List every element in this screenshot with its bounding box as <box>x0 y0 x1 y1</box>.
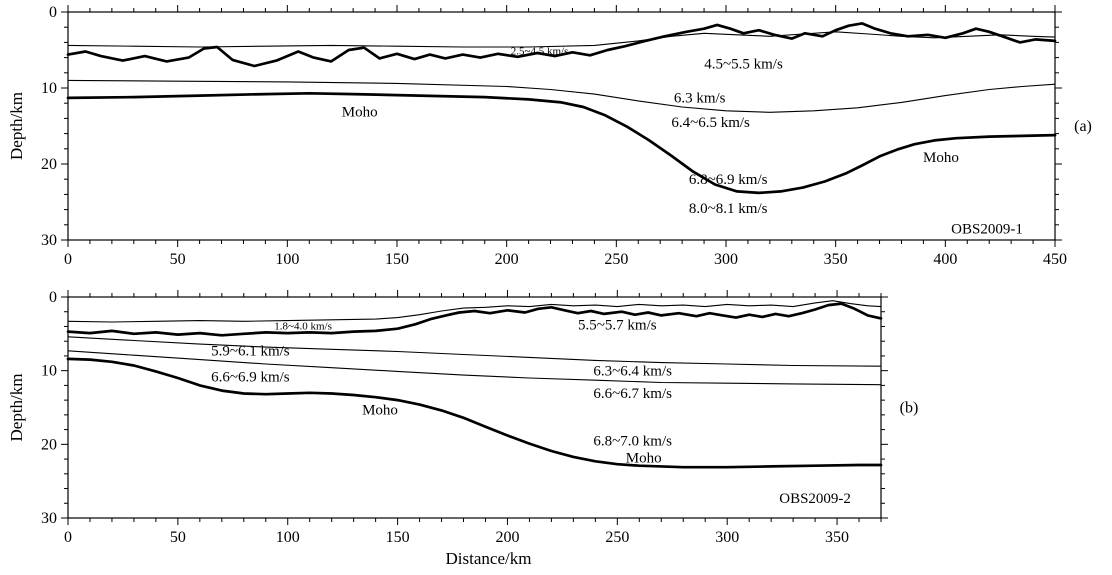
x-tick-label: 50 <box>170 251 186 268</box>
y-tick-label: 0 <box>49 4 57 21</box>
axis-ticks <box>61 5 1062 247</box>
series-midcrust-boundary <box>67 79 1056 113</box>
x-tick-label: 100 <box>276 529 300 546</box>
y-tick-label: 30 <box>41 510 57 527</box>
annotation-1-8-4-0-km-s: 1.8~4.0 km/s <box>274 321 332 333</box>
panel-b: 0 50 100 150 200 250 300 350 0 10 20 30 Depth/km Dist… <box>7 289 918 568</box>
series-basement-top <box>66 22 1057 68</box>
annotation-5-9-6-1-km-s: 5.9~6.1 km/s <box>211 344 290 360</box>
x-tick-label: 200 <box>495 251 519 268</box>
x-tick-label: 350 <box>825 529 849 546</box>
annotation-moho: Moho <box>626 450 662 466</box>
annotation-5-5-5-7-km-s: 5.5~5.7 km/s <box>578 318 657 334</box>
series-moho <box>66 357 883 469</box>
annotation-6-4-6-5-km-s: 6.4~6.5 km/s <box>671 115 750 131</box>
y-tick-label: 10 <box>41 80 57 97</box>
x-tick-label: 250 <box>604 251 628 268</box>
annotation-6-8-7-0-km-s: 6.8~7.0 km/s <box>593 433 672 449</box>
series-basement-top <box>66 302 883 337</box>
x-tick-label: 150 <box>386 529 410 546</box>
x-tick-label: 300 <box>714 251 738 268</box>
x-tick-label: 50 <box>170 529 186 546</box>
annotation-6-6-6-7-km-s: 6.6~6.7 km/s <box>593 386 672 402</box>
annotation-8-0-8-1-km-s: 8.0~8.1 km/s <box>689 201 768 217</box>
plot-frame <box>67 11 1056 241</box>
y-axis-title: Depth/km <box>7 374 26 442</box>
station-label: OBS2009-2 <box>779 491 851 507</box>
annotation-4-5-5-5-km-s: 4.5~5.5 km/s <box>704 56 783 72</box>
axis-ticks <box>61 290 888 525</box>
y-axis-title: Depth/km <box>7 92 26 160</box>
x-tick-label: 250 <box>605 529 629 546</box>
y-tick-label: 10 <box>41 363 57 380</box>
x-tick-label: 200 <box>495 529 519 546</box>
panel-tag: (a) <box>1074 118 1092 135</box>
panel-a: 0 50 100 150 200 250 300 350 400 450 0 10 20 30 Depth/… <box>7 4 1092 268</box>
x-tick-label: 150 <box>385 251 409 268</box>
plot-frame <box>67 296 882 519</box>
x-tick-label: 0 <box>64 529 72 546</box>
x-tick-label: 400 <box>933 251 957 268</box>
x-axis-title: Distance/km <box>446 549 532 568</box>
annotation-moho: Moho <box>362 402 398 418</box>
annotation-6-3-6-4-km-s: 6.3~6.4 km/s <box>593 363 672 379</box>
series-moho <box>66 91 1057 195</box>
series-mid-lower-crust-boundary <box>67 350 882 386</box>
series-upper-mid-crust-boundary <box>67 336 882 367</box>
x-tick-label: 300 <box>715 529 739 546</box>
station-label: OBS2009-1 <box>951 221 1023 237</box>
annotation-moho: Moho <box>342 104 378 120</box>
y-tick-label: 20 <box>41 156 57 173</box>
x-tick-label: 0 <box>64 251 72 268</box>
y-tick-label: 20 <box>41 436 57 453</box>
x-tick-label: 450 <box>1043 251 1067 268</box>
annotation-6-6-6-9-km-s: 6.6~6.9 km/s <box>211 369 290 385</box>
series-sediment-top-boundary <box>67 300 882 323</box>
annotation-6-3-km-s: 6.3 km/s <box>674 91 726 107</box>
x-tick-label: 100 <box>275 251 299 268</box>
annotation-6-8-6-9-km-s: 6.8~6.9 km/s <box>689 172 768 188</box>
x-tick-label: 350 <box>824 251 848 268</box>
annotation-moho: Moho <box>923 150 959 166</box>
annotation-2-5-4-5-km-s: 2.5~4.5 km/s <box>511 45 569 57</box>
y-tick-label: 30 <box>41 232 57 249</box>
y-tick-label: 0 <box>49 289 57 306</box>
panel-tag: (b) <box>900 400 919 417</box>
